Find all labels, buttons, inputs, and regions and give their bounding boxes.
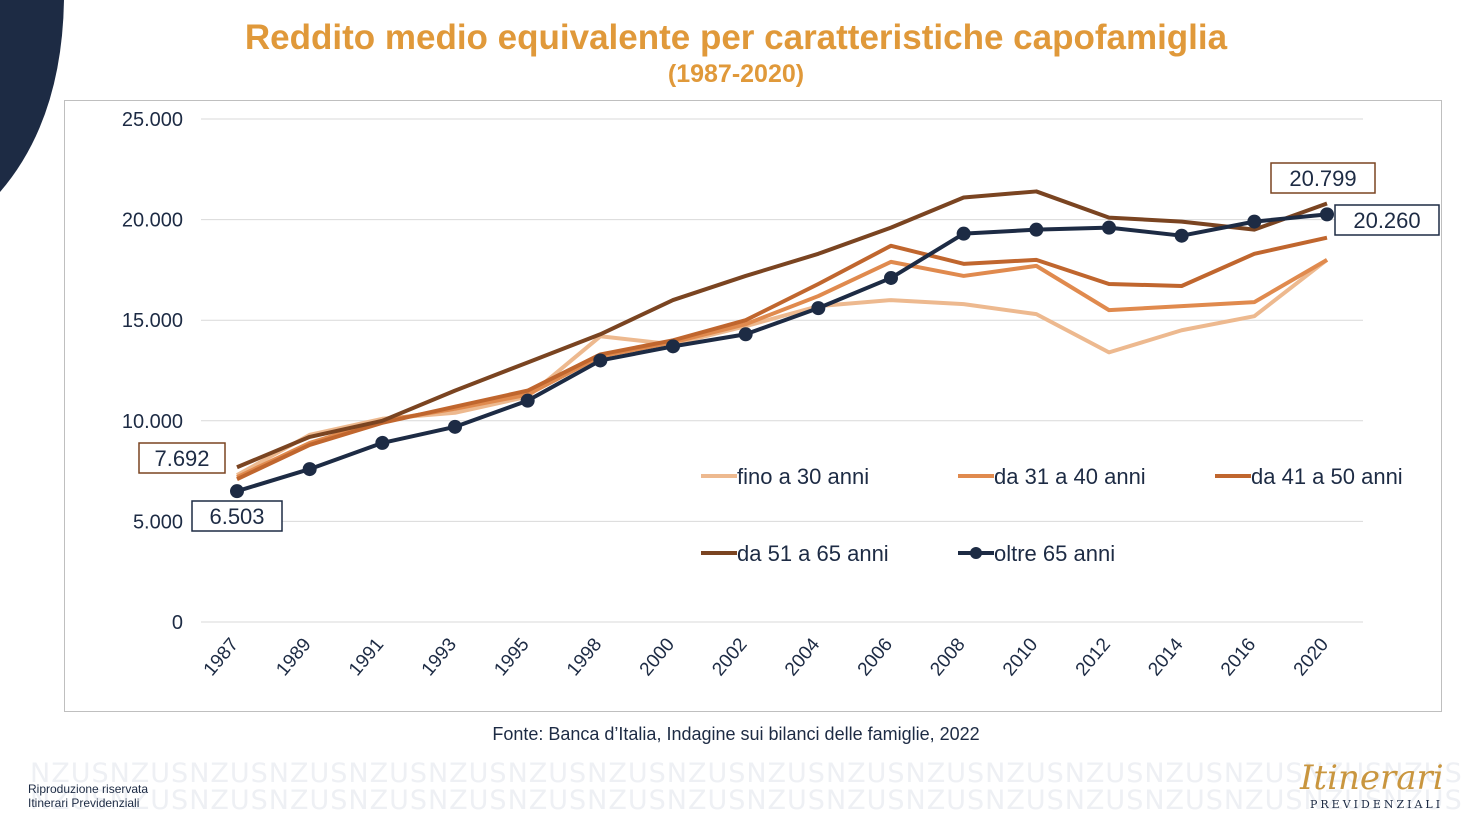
data-point [1102,220,1116,235]
x-tick-label: 2016 [1217,634,1260,680]
footer-note: Riproduzione riservata Itinerari Previde… [28,782,148,810]
y-tick-label: 5.000 [133,511,183,533]
chart-frame: 0 5.000 10.000 15.000 20.000 25.000 1987 1989 19… [64,100,1442,712]
x-tick-label: 2012 [1072,634,1115,680]
series-line [236,189,1328,470]
data-point [956,226,971,241]
footer-line-1: Riproduzione riservata [28,782,149,796]
legend-label: da 51 a 65 anni [737,541,889,566]
x-tick-label: 1995 [490,634,533,680]
data-point [520,393,535,408]
legend-marker [970,547,982,559]
data-point [593,353,608,368]
logo-subtitle: PREVIDENZIALI [1310,798,1444,811]
itinerari-logo: Itinerari PREVIDENZIALI [1270,758,1445,818]
data-label: 20.260 [1353,208,1420,233]
footer-line-2: Itinerari Previdenziali [28,796,140,810]
data-label-box [138,442,226,474]
x-tick-label: 1991 [345,634,388,680]
x-tick-label: 2000 [636,634,679,680]
y-tick-label: 10.000 [122,411,183,433]
y-tick-label: 25.000 [122,109,183,131]
data-point [666,339,680,354]
x-tick-label: 2014 [1144,634,1188,680]
x-tick-label: 1993 [418,634,461,680]
source-note: Fonte: Banca d’Italia, Indagine sui bila… [492,724,980,744]
data-label-box [1334,204,1440,236]
x-tick-label: 2008 [926,634,969,680]
series-line [236,258,1329,477]
data-label-box [1270,162,1376,194]
x-tick-label: 2006 [854,634,897,680]
data-point [230,484,244,499]
data-point [738,327,753,342]
series-line [236,235,1328,481]
data-point [1320,207,1334,222]
legend-label: da 41 a 50 anni [1251,464,1403,489]
data-label: 6.503 [209,504,264,529]
series-line [236,258,1329,479]
legend-label: da 31 a 40 anni [994,464,1146,489]
y-tick-label: 0 [172,612,183,634]
x-tick-label: 2004 [781,634,825,680]
chart-title: Reddito medio equivalente per caratteris… [244,18,1228,57]
line-chart: 0 5.000 10.000 15.000 20.000 25.000 1987 1989 19… [122,109,1440,680]
y-tick-label: 15.000 [122,310,183,332]
data-point [302,462,317,477]
data-point [811,301,826,316]
data-point [1247,214,1262,229]
data-label-box [191,500,283,532]
legend-label: oltre 65 anni [994,541,1115,566]
x-tick-label: 1989 [272,634,315,680]
legend-label: fino a 30 anni [737,464,869,489]
x-tick-label: 2002 [708,634,751,680]
data-label: 7.692 [154,446,209,471]
data-label: 20.799 [1289,166,1356,191]
data-point [884,270,898,285]
chart-subtitle: (1987-2020) [667,60,805,88]
x-tick-label: 1987 [200,634,243,680]
x-tick-label: 2010 [999,634,1042,680]
series-line [236,212,1328,494]
x-tick-label: 2020 [1290,634,1333,680]
corner-decoration [0,0,64,192]
watermark-line-1: NZUSNZUSNZUSNZUSNZUSNZUSNZUSNZUSNZUSNZUS… [30,758,1463,789]
watermark: NZUSNZUSNZUSNZUSNZUSNZUSNZUSNZUSNZUSNZUS… [30,760,1463,814]
y-tick-label: 20.000 [122,210,183,232]
x-tick-label: 1998 [563,634,606,680]
data-point [1029,222,1044,237]
logo-script: Itinerari [1300,758,1444,798]
data-point [1174,228,1189,243]
data-point [375,435,390,450]
data-point [448,419,462,434]
watermark-line-2: NZUSNZUSNZUSNZUSNZUSNZUSNZUSNZUSNZUSNZUS… [30,785,1463,816]
